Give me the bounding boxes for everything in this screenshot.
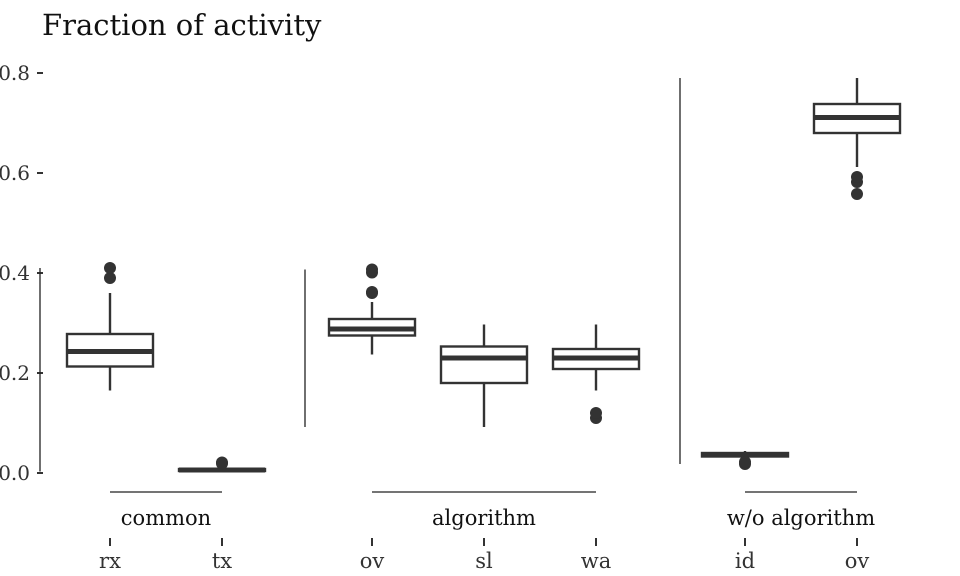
- outlier-point-0: [104, 272, 116, 284]
- outlier-point-1: [104, 262, 116, 274]
- x-tick-label-2-1: ov: [845, 549, 870, 573]
- outlier-point-0: [851, 188, 863, 200]
- x-tick-label-0-0: rx: [99, 549, 121, 573]
- x-tick-label-1-0: ov: [360, 549, 385, 573]
- outlier-point-1: [366, 286, 378, 298]
- group-label-2: w/o algorithm: [727, 506, 875, 530]
- box-iqr: [439, 345, 529, 385]
- box-1-1: [439, 324, 529, 427]
- outlier-point-1: [739, 456, 751, 468]
- x-tick-label-1-2: wa: [581, 549, 612, 573]
- y-tick-label-4: 0.8: [0, 61, 30, 85]
- box-0-1: [177, 456, 267, 473]
- chart-title: Fraction of activity: [42, 8, 322, 42]
- box-2-0: [700, 451, 790, 470]
- y-tick-label-2: 0.4: [0, 261, 30, 285]
- box-1-2: [551, 324, 641, 424]
- outlier-point-1: [216, 456, 228, 469]
- x-tick-label-2-0: id: [735, 549, 755, 573]
- group-label-0: common: [121, 506, 211, 530]
- y-tick-label-0: 0.0: [0, 461, 30, 485]
- outlier-point-3: [366, 263, 378, 276]
- outlier-point-1: [590, 407, 602, 419]
- box-0-0: [65, 262, 155, 391]
- x-tick-label-0-1: tx: [212, 549, 232, 573]
- y-tick-label-3: 0.6: [0, 161, 30, 185]
- group-label-1: algorithm: [432, 506, 536, 530]
- outlier-point-2: [851, 171, 863, 183]
- box-2-1: [812, 78, 902, 200]
- y-tick-label-1: 0.2: [0, 361, 30, 385]
- x-tick-label-1-1: sl: [475, 549, 493, 573]
- box-1-0: [327, 263, 417, 355]
